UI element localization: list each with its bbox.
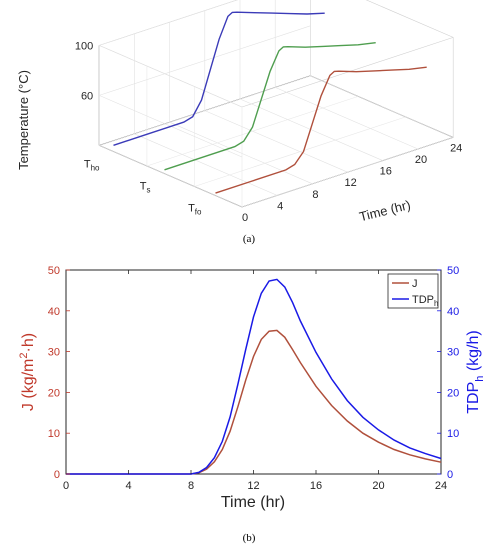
caption-b: (b) [243, 532, 256, 544]
grid-line [310, 75, 454, 138]
x-tick-label: 20 [415, 154, 427, 166]
grid-line [134, 133, 278, 196]
x-tick-label: 0 [242, 212, 248, 224]
grid-line [239, 98, 383, 161]
box-edge [365, 0, 454, 38]
chart-a-xlabel: Time (hr) [358, 197, 412, 224]
y-right-tick-label: 40 [447, 306, 459, 318]
chart-b-legend: J TDPh [387, 273, 439, 309]
series-line-t-fo [215, 66, 427, 194]
x-tick-label: 0 [63, 480, 69, 492]
chart-a-zlabel: Temperature (°C) [16, 70, 31, 170]
grid-line [204, 110, 348, 173]
z-tick-label: 60 [81, 90, 93, 102]
chart-b-lines [66, 278, 442, 475]
chart-b-xlabel: Time (hr) [221, 494, 285, 511]
series-line-t-s [164, 42, 376, 171]
y-right-tick-label: 20 [447, 387, 459, 399]
y-right-tick-label: 30 [447, 347, 459, 359]
grid-line [241, 137, 454, 208]
x-tick-label: 16 [310, 480, 322, 492]
grid-line [99, 145, 243, 208]
box-edge [241, 37, 454, 108]
chart-a-lines [113, 11, 427, 194]
y-right-tick-label: 50 [447, 265, 459, 277]
x-tick-label: 4 [125, 480, 131, 492]
y-left-tick-label: 10 [48, 428, 60, 440]
y-left-tick-label: 20 [48, 387, 60, 399]
series-line-tdp-h [66, 278, 442, 475]
chart-a-ticks: 0 4 8 12 16 20 24 60 100 Tho Ts Tfo [75, 40, 462, 224]
x-tick-label: 4 [277, 200, 283, 212]
series-line-j [66, 329, 442, 475]
grid-line [99, 25, 311, 96]
category-tick-label: Tfo [188, 203, 202, 217]
chart-b-ylabel-left: J (kg/m2·h) [18, 333, 37, 411]
grid-line [99, 75, 311, 146]
category-tick-label: Ts [140, 181, 151, 195]
x-tick-label: 8 [188, 480, 194, 492]
legend-label-tdp: TDPh [412, 294, 438, 308]
chart-a-box [98, 0, 454, 208]
chart-a: 0 4 8 12 16 20 24 60 100 Tho Ts Tfo Temperature (°C… [16, 0, 462, 245]
y-left-tick-label: 30 [48, 347, 60, 359]
legend-label-j: J [412, 278, 418, 290]
z-tick-label: 100 [75, 40, 93, 52]
grid-line [275, 87, 419, 150]
caption-a: (a) [243, 233, 256, 245]
x-tick-label: 12 [247, 480, 259, 492]
y-left-tick-label: 40 [48, 306, 60, 318]
grid-line [99, 0, 238, 46]
y-right-tick-label: 10 [447, 428, 459, 440]
grid-line [99, 45, 243, 108]
chart-b-ylabel-right: TDPh (kg/h) [465, 330, 486, 413]
x-tick-label: 20 [372, 480, 384, 492]
chart-a-grid [98, 0, 454, 208]
category-tick-label: Tho [84, 159, 100, 173]
y-right-tick-label: 0 [447, 469, 453, 481]
x-tick-label: 12 [344, 177, 356, 189]
x-tick-label: 24 [435, 480, 447, 492]
x-tick-label: 8 [312, 189, 318, 201]
legend-box [387, 273, 439, 309]
y-left-tick-label: 0 [54, 469, 60, 481]
x-tick-label: 24 [450, 142, 462, 154]
grid-line [169, 121, 313, 185]
x-tick-label: 16 [380, 166, 392, 178]
grid-line [194, 116, 406, 187]
grid-line [146, 96, 359, 167]
chart-b-plot-area [65, 269, 442, 475]
y-left-tick-label: 50 [48, 265, 60, 277]
series-line-t-ho [113, 11, 325, 146]
